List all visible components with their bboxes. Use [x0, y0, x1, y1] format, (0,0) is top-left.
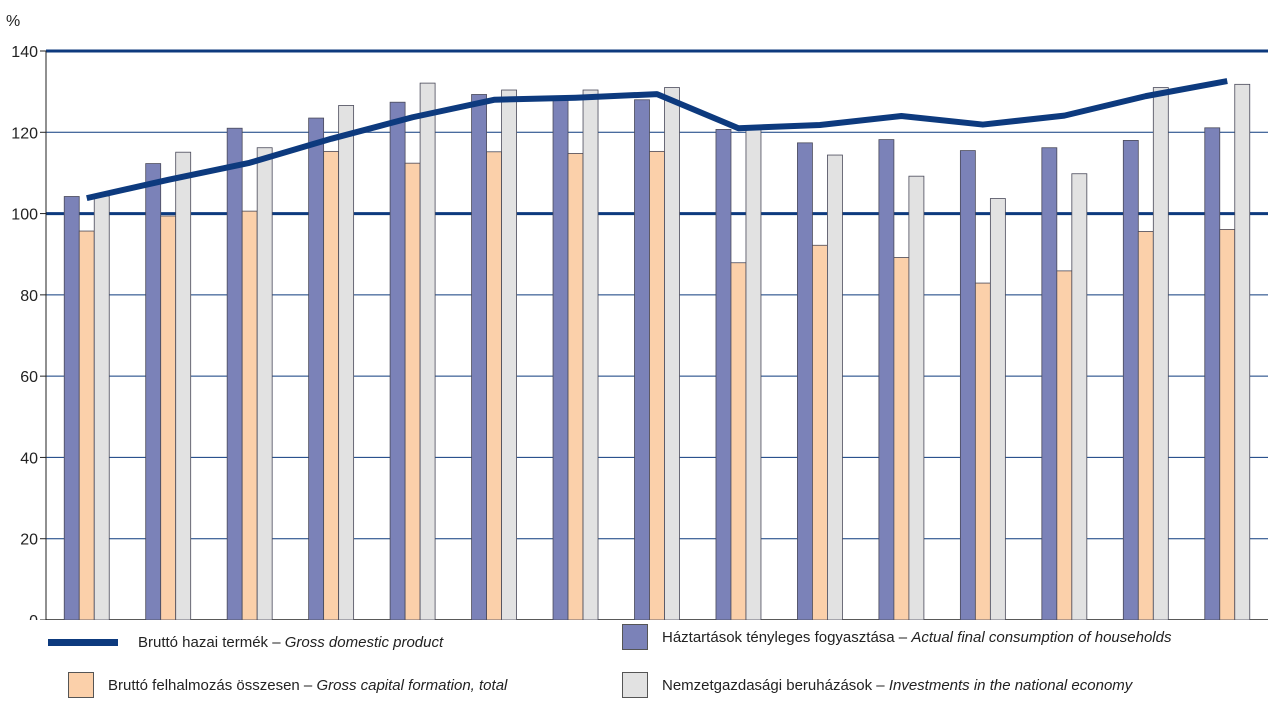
y-tick-label-120: 120 [11, 125, 38, 142]
bar-capital-2004 [323, 150, 340, 620]
bar-investments-2004 [338, 105, 355, 620]
legend-label-households-en: Actual final consumption of households [911, 628, 1172, 646]
legend-label-gdp-en: Gross domestic product [284, 634, 444, 651]
bar-capital-2001 [78, 230, 95, 620]
legend-label-households-hu: Háztartások tényleges fogyasztása – [662, 628, 908, 646]
legend-item-gdp: Bruttó hazai termék – Gross domestic pro… [48, 634, 443, 651]
legend-swatch-investments [622, 672, 648, 698]
bar-households-2006 [471, 94, 487, 620]
bar-investments-2002 [175, 151, 192, 620]
bar-capital-2002 [160, 215, 177, 620]
legend-label-investments-hu: Nemzetgazdasági beruházások – [662, 676, 885, 694]
bar-investments-2010 [827, 154, 843, 620]
y-tick-label-0: 0 [29, 613, 38, 620]
legend-swatch-capital [68, 672, 94, 698]
bar-households-2001 [63, 196, 80, 620]
bar-households-2004 [308, 117, 325, 620]
legend-swatch-households [622, 624, 648, 650]
bar-capital-2009 [730, 262, 747, 620]
y-tick-label-80: 80 [20, 288, 38, 305]
legend-label-investments-en: Investments in the national economy [888, 676, 1133, 694]
bar-capital-2010 [812, 244, 828, 620]
bar-investments-2003 [256, 147, 273, 620]
bar-households-2012 [959, 150, 976, 620]
bar-households-2013 [1041, 147, 1058, 620]
bar-investments-2015 [1234, 83, 1251, 620]
bar-investments-2011 [908, 175, 925, 620]
bar-capital-2007 [567, 153, 584, 620]
y-axis-label: % [6, 13, 20, 30]
y-tick-label-60: 60 [20, 369, 38, 386]
bar-investments-2013 [1071, 173, 1088, 620]
y-tick-label-20: 20 [20, 532, 38, 549]
legend-item-capital: Bruttó felhalmozás összesen – Gross capi… [68, 672, 507, 698]
bar-households-2011 [878, 139, 895, 620]
bar-households-2015 [1204, 127, 1221, 620]
bar-households-2003 [226, 127, 243, 620]
y-tick-label-140: 140 [11, 44, 38, 61]
bar-households-2009 [715, 129, 732, 620]
bar-capital-2005 [404, 162, 421, 620]
legend-label-capital-en: Gross capital formation, total [316, 676, 508, 694]
y-tick-label-100: 100 [11, 207, 38, 224]
legend-item-households: Háztartások tényleges fogyasztása – Actu… [622, 624, 1171, 650]
bar-households-2002 [145, 163, 162, 620]
bar-capital-2013 [1056, 270, 1073, 620]
bar-households-2007 [552, 96, 569, 620]
bar-investments-2008 [664, 87, 680, 620]
bar-investments-2007 [582, 89, 599, 620]
bar-households-2008 [634, 99, 650, 620]
chart-svg: 020406080100120140%200120022003200420052… [6, 13, 1268, 620]
legend-label-gdp-hu: Bruttó hazai termék – [138, 634, 281, 651]
legend-label-capital-hu: Bruttó felhalmozás összesen – [108, 676, 313, 694]
bar-capital-2008 [649, 150, 665, 620]
bar-investments-2012 [989, 198, 1006, 620]
bar-capital-2014 [1137, 231, 1154, 620]
bar-investments-2009 [745, 129, 762, 620]
legend-swatch-gdp [48, 639, 118, 646]
bar-households-2014 [1122, 140, 1139, 620]
y-tick-label-40: 40 [20, 450, 38, 467]
bar-households-2005 [389, 101, 406, 620]
bar-investments-2001 [93, 195, 110, 620]
bar-investments-2005 [419, 82, 436, 620]
bar-capital-2015 [1219, 229, 1236, 620]
bar-capital-2003 [241, 210, 258, 620]
bar-capital-2006 [486, 151, 502, 620]
line-gdp [86, 78, 1228, 202]
bar-capital-2011 [893, 257, 910, 620]
bar-capital-2012 [974, 282, 991, 620]
bar-investments-2006 [501, 89, 517, 620]
legend-item-investments: Nemzetgazdasági beruházások – Investment… [622, 672, 1132, 698]
bar-households-2010 [797, 142, 813, 620]
bar-investments-2014 [1152, 87, 1169, 620]
